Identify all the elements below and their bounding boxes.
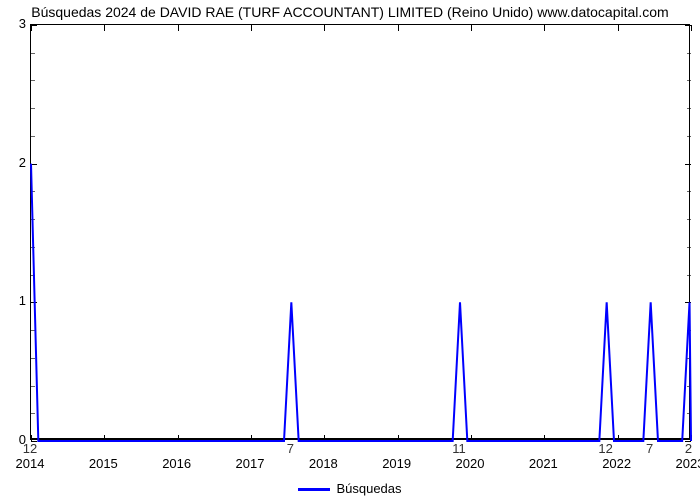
y-tick-label: 3 — [12, 16, 26, 31]
x-tick-label: 2022 — [602, 456, 631, 471]
x-tick-label: 2017 — [236, 456, 265, 471]
legend-label: Búsquedas — [336, 481, 401, 496]
x-tick-label: 2014 — [16, 456, 45, 471]
x-tick-label: 2018 — [309, 456, 338, 471]
data-point-label: 11 — [452, 441, 466, 456]
x-tick-label: 2019 — [382, 456, 411, 471]
data-point-label: 7 — [287, 441, 294, 456]
x-tick-label: 2020 — [456, 456, 485, 471]
x-tick-label: 2016 — [162, 456, 191, 471]
data-point-label: 12 — [23, 441, 37, 456]
y-tick-label: 2 — [12, 155, 26, 170]
y-tick-label: 1 — [12, 293, 26, 308]
data-point-label: 12 — [598, 441, 612, 456]
series-line — [31, 164, 691, 441]
x-tick-label: 2021 — [529, 456, 558, 471]
plot-area — [30, 24, 690, 440]
legend: Búsquedas — [0, 481, 700, 496]
x-tick-label: 2023 — [676, 456, 700, 471]
data-point-label: 2 — [685, 441, 692, 456]
legend-swatch — [298, 488, 330, 491]
data-point-label: 7 — [646, 441, 653, 456]
chart-title: Búsquedas 2024 de DAVID RAE (TURF ACCOUN… — [0, 4, 700, 20]
x-tick-label: 2015 — [89, 456, 118, 471]
